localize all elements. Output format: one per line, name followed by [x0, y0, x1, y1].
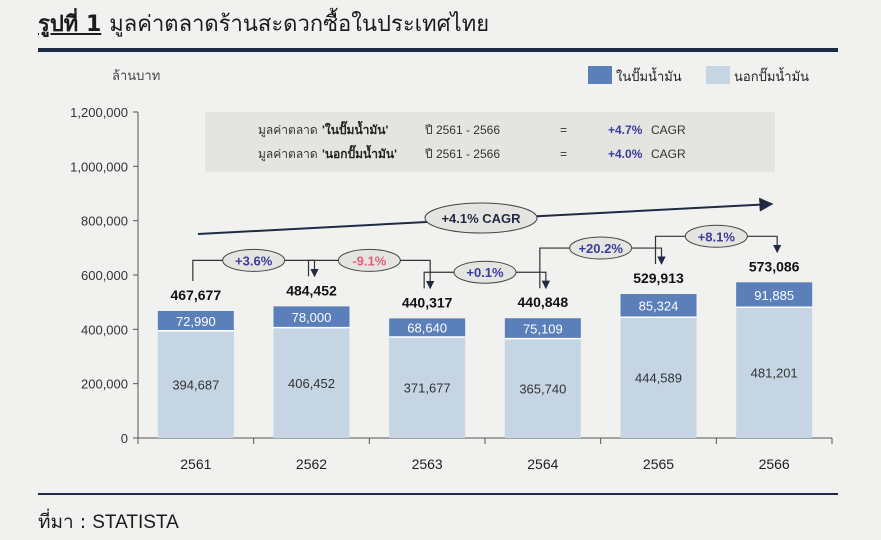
bar-in-pump: [504, 318, 581, 339]
x-tick-label: 2565: [643, 456, 674, 472]
bottom-rule: [38, 493, 838, 495]
bar-out-pump-label: 371,677: [404, 381, 451, 396]
bar-in-pump-label: 91,885: [754, 288, 794, 303]
x-tick-label: 2562: [296, 456, 327, 472]
bar-in-pump: [389, 318, 466, 338]
note-suffix: CAGR: [651, 147, 686, 161]
yoy-label: +0.1%: [466, 265, 504, 280]
y-tick-label: 1,000,000: [70, 159, 128, 174]
yoy-bubble: [684, 224, 748, 248]
yoy-bubble: [453, 260, 517, 284]
y-axis-label: ล้านบาท: [112, 68, 160, 83]
bar-out-pump-label: 481,201: [751, 366, 798, 381]
bar-out-pump-label: 365,740: [519, 381, 566, 396]
cagr-bubble: [424, 202, 538, 234]
figure-title-text: มูลค่าตลาดร้านสะดวกซื้อในประเทศไทย: [109, 12, 490, 37]
note-equals: =: [560, 147, 567, 161]
x-tick-label: 2561: [180, 456, 211, 472]
bar-out-pump: [389, 337, 466, 438]
y-tick-label: 600,000: [81, 268, 128, 283]
bar-total-label: 529,913: [633, 270, 684, 286]
note-prefix: มูลค่าตลาด: [258, 147, 318, 162]
cagr-bubble-label: +4.1% CAGR: [441, 211, 521, 226]
y-tick-label: 400,000: [81, 322, 128, 337]
bar-in-pump: [273, 306, 350, 328]
note-equals: =: [560, 123, 567, 137]
y-tick-label: 0: [121, 431, 128, 446]
legend-swatch: [706, 66, 730, 84]
y-tick-label: 1,200,000: [70, 105, 128, 120]
cagr-notes-box: [205, 112, 775, 172]
bar-out-pump: [736, 307, 813, 438]
note-period: ปี 2561 - 2566: [424, 147, 500, 161]
bar-total-label: 573,086: [749, 258, 800, 274]
note-segment: 'นอกปั๊มน้ำมัน': [322, 144, 397, 161]
legend-label: นอกปั๊มน้ำมัน: [734, 67, 809, 84]
y-tick-label: 800,000: [81, 214, 128, 229]
bar-out-pump: [504, 338, 581, 438]
x-tick-label: 2564: [527, 456, 558, 472]
bar-out-pump: [620, 317, 697, 438]
yoy-bubble: [337, 248, 401, 272]
yoy-bubble: [569, 236, 633, 260]
source-value: STATISTA: [92, 512, 179, 533]
source-label: ที่มา :: [38, 511, 87, 533]
legend-label: ในปั๊มน้ำมัน: [616, 67, 682, 84]
bar-out-pump: [157, 330, 234, 438]
bar-in-pump: [157, 310, 234, 331]
bar-out-pump-label: 406,452: [288, 376, 335, 391]
figure-number: รูปที่ 1: [38, 12, 102, 37]
bar-total-label: 440,317: [402, 294, 453, 310]
note-rate: +4.0%: [608, 147, 643, 161]
bar-out-pump: [273, 327, 350, 438]
note-suffix: CAGR: [651, 123, 686, 137]
note-period: ปี 2561 - 2566: [424, 123, 500, 137]
x-tick-label: 2566: [759, 456, 790, 472]
yoy-label: +20.2%: [578, 241, 623, 256]
yoy-bubble: [222, 248, 286, 272]
yoy-label: -9.1%: [352, 253, 386, 268]
yoy-label: +8.1%: [698, 229, 736, 244]
yoy-label: +3.6%: [235, 253, 273, 268]
bar-in-pump-label: 72,990: [176, 314, 216, 329]
bar-total-label: 467,677: [171, 287, 222, 303]
note-rate: +4.7%: [608, 123, 643, 137]
bar-in-pump-label: 85,324: [639, 299, 679, 314]
bar-in-pump-label: 78,000: [292, 310, 332, 325]
figure-title: รูปที่ 1 มูลค่าตลาดร้านสะดวกซื้อในประเทศไ…: [38, 6, 489, 41]
note-prefix: มูลค่าตลาด: [258, 123, 318, 138]
bar-total-label: 440,848: [518, 294, 569, 310]
top-rule: [38, 48, 838, 52]
source-line: ที่มา : STATISTA: [38, 507, 179, 537]
bar-in-pump: [736, 282, 813, 308]
legend-swatch: [588, 66, 612, 84]
bar-out-pump-label: 444,589: [635, 371, 682, 386]
bar-out-pump-label: 394,687: [172, 377, 219, 392]
bar-in-pump-label: 68,640: [407, 321, 447, 336]
bar-total-label: 484,452: [286, 282, 337, 298]
x-tick-label: 2563: [412, 456, 443, 472]
bar-in-pump: [620, 294, 697, 318]
bar-in-pump-label: 75,109: [523, 321, 563, 336]
note-segment: 'ในปั๊มน้ำมัน': [322, 120, 388, 137]
y-tick-label: 200,000: [81, 377, 128, 392]
